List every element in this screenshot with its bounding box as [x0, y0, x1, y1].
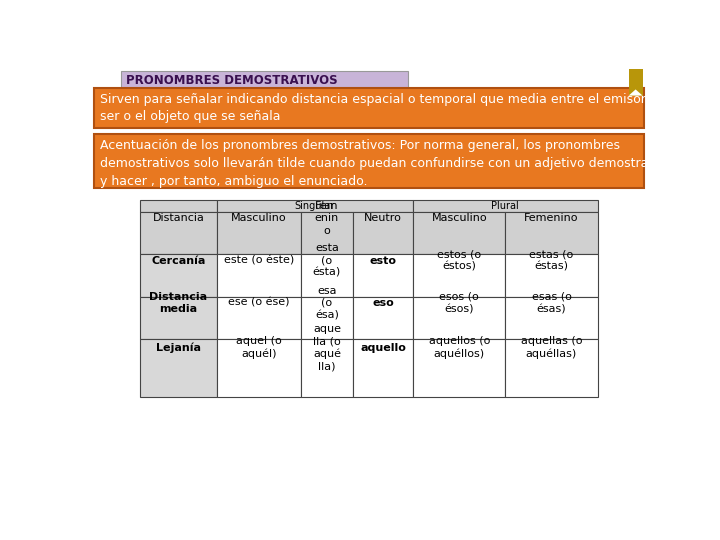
- Text: esto: esto: [369, 255, 397, 266]
- FancyBboxPatch shape: [505, 212, 598, 254]
- Text: eso: eso: [372, 298, 394, 308]
- Text: Sirven para señalar indicando distancia espacial o temporal que media entre el e: Sirven para señalar indicando distancia …: [100, 92, 672, 123]
- Text: esos (o
ésos): esos (o ésos): [439, 292, 479, 314]
- FancyBboxPatch shape: [301, 212, 353, 254]
- FancyBboxPatch shape: [413, 200, 598, 212]
- Text: estas (o
éstas): estas (o éstas): [529, 249, 574, 272]
- Text: estos (o
éstos): estos (o éstos): [437, 249, 481, 272]
- FancyBboxPatch shape: [94, 134, 644, 188]
- FancyBboxPatch shape: [413, 254, 505, 296]
- FancyBboxPatch shape: [629, 69, 642, 96]
- Text: Distancia: Distancia: [153, 213, 204, 223]
- Text: aque
lla (o
aqué
lla): aque lla (o aqué lla): [313, 323, 341, 372]
- FancyBboxPatch shape: [353, 339, 413, 397]
- FancyBboxPatch shape: [140, 254, 217, 296]
- Text: ese (o ése): ese (o ése): [228, 298, 289, 308]
- FancyBboxPatch shape: [505, 339, 598, 397]
- Text: PRONOMBRES DEMOSTRATIVOS: PRONOMBRES DEMOSTRATIVOS: [126, 74, 337, 87]
- Text: aquellos (o
aquéllos): aquellos (o aquéllos): [428, 336, 490, 359]
- Text: Fem
enin
o: Fem enin o: [315, 201, 339, 235]
- FancyBboxPatch shape: [413, 296, 505, 339]
- FancyBboxPatch shape: [121, 71, 408, 88]
- Polygon shape: [629, 90, 642, 96]
- FancyBboxPatch shape: [140, 296, 217, 339]
- FancyBboxPatch shape: [505, 296, 598, 339]
- FancyBboxPatch shape: [301, 254, 353, 296]
- FancyBboxPatch shape: [217, 254, 301, 296]
- Text: esa
(o
ésa): esa (o ésa): [315, 286, 339, 320]
- FancyBboxPatch shape: [353, 254, 413, 296]
- FancyBboxPatch shape: [217, 339, 301, 397]
- FancyBboxPatch shape: [140, 200, 217, 212]
- FancyBboxPatch shape: [217, 212, 301, 254]
- Text: Plural: Plural: [492, 201, 519, 211]
- Text: este (o éste): este (o éste): [224, 255, 294, 266]
- Text: Masculino: Masculino: [431, 213, 487, 223]
- FancyBboxPatch shape: [90, 65, 648, 481]
- FancyBboxPatch shape: [301, 339, 353, 397]
- Text: aquello: aquello: [360, 342, 406, 353]
- Text: Singular: Singular: [294, 201, 335, 211]
- FancyBboxPatch shape: [94, 88, 644, 128]
- Text: Acentuación de los pronombres demostrativos: Por norma general, los pronombres
d: Acentuación de los pronombres demostrati…: [100, 139, 672, 188]
- Text: Femenino: Femenino: [524, 213, 579, 223]
- Text: esta
(o
ésta): esta (o ésta): [312, 243, 341, 278]
- Text: aquellas (o
aquéllas): aquellas (o aquéllas): [521, 336, 582, 359]
- FancyBboxPatch shape: [353, 296, 413, 339]
- Text: esas (o
ésas): esas (o ésas): [531, 292, 572, 314]
- FancyBboxPatch shape: [217, 200, 413, 212]
- FancyBboxPatch shape: [505, 254, 598, 296]
- FancyBboxPatch shape: [301, 296, 353, 339]
- FancyBboxPatch shape: [353, 212, 413, 254]
- Text: Neutro: Neutro: [364, 213, 402, 223]
- Text: Cercanía: Cercanía: [151, 255, 206, 266]
- FancyBboxPatch shape: [217, 296, 301, 339]
- Text: Lejanía: Lejanía: [156, 342, 201, 353]
- FancyBboxPatch shape: [413, 339, 505, 397]
- Text: Masculino: Masculino: [231, 213, 287, 223]
- Text: Distancia
media: Distancia media: [150, 292, 207, 314]
- FancyBboxPatch shape: [413, 212, 505, 254]
- FancyBboxPatch shape: [140, 212, 217, 254]
- FancyBboxPatch shape: [140, 339, 217, 397]
- Text: aquel (o
aquél): aquel (o aquél): [236, 336, 282, 359]
